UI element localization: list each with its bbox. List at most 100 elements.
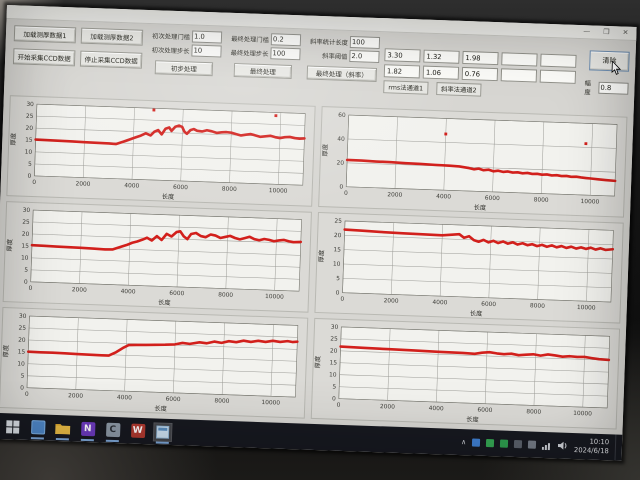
calculator-app-icon[interactable] xyxy=(29,419,47,437)
start-ccd-button[interactable]: 开始采集CCD数据 xyxy=(12,48,76,67)
svg-text:10000: 10000 xyxy=(577,305,596,312)
start-button[interactable] xyxy=(4,418,22,436)
svg-text:0: 0 xyxy=(25,392,29,398)
svg-text:2000: 2000 xyxy=(380,404,395,411)
tray-expand-icon[interactable]: ∧ xyxy=(460,437,467,446)
svg-text:0: 0 xyxy=(332,396,336,402)
chart-channel2-raw: 0 20 40 60 0 2000 4000 6000 8000 10000 长度 厚度 xyxy=(318,106,628,218)
final-step-label: 最终处理步长 xyxy=(230,49,269,58)
svg-text:长度: 长度 xyxy=(158,297,172,306)
tray-device-icon[interactable] xyxy=(527,440,537,449)
tray-green-app-icon[interactable] xyxy=(486,438,495,448)
slope-threshold-input[interactable] xyxy=(349,49,380,64)
tray-green-app2-icon[interactable] xyxy=(499,439,509,448)
svg-text:20: 20 xyxy=(25,126,33,132)
initial-process-button[interactable]: 初步处理 xyxy=(154,60,214,77)
clock-date: 2024/6/18 xyxy=(573,446,609,456)
stop-ccd-button[interactable]: 停止采集CCD数据 xyxy=(79,50,143,69)
windows-taskbar: N C W ∧ xyxy=(0,412,623,461)
restore-icon[interactable]: ❐ xyxy=(603,27,610,37)
tray-blue-app-icon[interactable] xyxy=(472,438,481,447)
svg-text:10000: 10000 xyxy=(265,294,284,301)
svg-text:长度: 长度 xyxy=(466,414,480,423)
svg-text:20: 20 xyxy=(336,160,344,166)
svg-text:10000: 10000 xyxy=(261,400,280,407)
svg-text:10: 10 xyxy=(21,256,29,262)
clear-button[interactable]: 清除 xyxy=(589,50,630,72)
measurement-app-taskbar-button[interactable] xyxy=(152,421,173,442)
final-threshold-input[interactable] xyxy=(270,33,302,47)
minimize-icon[interactable]: — xyxy=(583,27,591,36)
initial-threshold-input[interactable] xyxy=(191,30,223,44)
show-desktop-button[interactable] xyxy=(614,434,621,461)
readout-value: 0.76 xyxy=(461,66,499,82)
svg-text:15: 15 xyxy=(329,360,337,366)
final-process-group: 最终处理门槛 最终处理步长 最终处理 xyxy=(226,32,302,80)
svg-text:5: 5 xyxy=(21,374,25,380)
svg-text:0: 0 xyxy=(20,386,24,392)
svg-text:25: 25 xyxy=(22,220,30,226)
svg-text:8000: 8000 xyxy=(534,197,549,204)
chart-channel2-processed: 0 5 10 15 20 25 0 2000 4000 6000 8000 10000 长度 厚度 xyxy=(314,211,624,324)
svg-text:长度: 长度 xyxy=(470,308,484,317)
svg-text:10: 10 xyxy=(333,262,341,268)
readout-value: 1.32 xyxy=(423,49,460,64)
slope-process-group: 斜率统计长度 斜率阈值 最终处理（斜率） xyxy=(305,34,381,82)
svg-text:25: 25 xyxy=(26,114,34,120)
svg-text:0: 0 xyxy=(24,280,28,286)
c-app-icon[interactable]: C xyxy=(104,421,122,439)
slope-process-button[interactable]: 最终处理（斜率） xyxy=(306,65,378,82)
svg-text:20: 20 xyxy=(330,349,338,355)
chart-channel1-final: 0 5 10 15 20 25 30 0 2000 4000 6000 8000 10000 长度 厚度 xyxy=(0,307,309,419)
initial-threshold-label: 初次处理门槛 xyxy=(152,32,191,41)
taskbar-clock[interactable]: 10:10 2024/6/18 xyxy=(574,437,609,456)
svg-text:15: 15 xyxy=(333,247,341,253)
final-process-button[interactable]: 最终处理 xyxy=(233,62,293,79)
readout-value: 1.06 xyxy=(422,65,460,80)
n-app-icon[interactable]: N xyxy=(79,420,97,438)
svg-text:25: 25 xyxy=(18,326,26,332)
svg-text:厚度: 厚度 xyxy=(1,344,10,358)
svg-text:6000: 6000 xyxy=(166,397,181,404)
svg-text:6000: 6000 xyxy=(169,291,184,298)
initial-step-label: 初次处理步长 xyxy=(151,46,190,55)
charts-grid: 0 5 10 15 20 25 30 0 2000 4000 6000 8000 10000 长度 厚度 0… xyxy=(0,92,634,433)
load-data2-button[interactable]: 加载测厚数据2 xyxy=(80,27,144,46)
svg-text:0: 0 xyxy=(28,286,32,292)
close-icon[interactable]: ✕ xyxy=(622,28,629,37)
readout-value: 1.98 xyxy=(462,50,499,66)
amplitude-input[interactable] xyxy=(598,81,629,95)
svg-text:2000: 2000 xyxy=(75,181,90,188)
w-app-icon[interactable]: W xyxy=(129,422,147,440)
final-step-input[interactable] xyxy=(270,47,301,61)
svg-text:2000: 2000 xyxy=(387,192,402,199)
file-explorer-icon[interactable] xyxy=(54,419,72,437)
active-app-window-icon xyxy=(155,424,170,439)
svg-text:2000: 2000 xyxy=(68,393,83,400)
network-icon[interactable] xyxy=(541,440,552,450)
chart-channel1-processed: 0 5 10 15 20 25 30 0 2000 4000 6000 8000 10000 长度 厚度 xyxy=(2,201,312,313)
tray-folder-icon[interactable] xyxy=(513,439,523,449)
svg-text:6000: 6000 xyxy=(481,302,496,309)
svg-text:6000: 6000 xyxy=(477,408,492,415)
initial-step-input[interactable] xyxy=(191,44,222,58)
svg-text:厚度: 厚度 xyxy=(8,132,17,146)
svg-text:10: 10 xyxy=(17,361,25,367)
svg-text:8000: 8000 xyxy=(214,398,229,405)
slope-statlen-input[interactable] xyxy=(349,35,381,50)
svg-text:0: 0 xyxy=(339,185,343,191)
slope-channel2-label: 斜率法通道2 xyxy=(435,82,482,97)
svg-text:25: 25 xyxy=(330,337,338,343)
readout-value: 1.82 xyxy=(383,64,421,79)
result-readouts: 3.30 1.32 1.98 1.82 1.06 0.76 rms法通道1 斜率… xyxy=(383,48,577,100)
volume-icon[interactable] xyxy=(558,441,568,451)
rms-channel1-label: rms法通道1 xyxy=(383,80,429,95)
red-w-icon: W xyxy=(130,423,145,439)
svg-text:10000: 10000 xyxy=(269,188,288,195)
windows-logo-icon xyxy=(6,419,20,434)
svg-text:6000: 6000 xyxy=(173,185,188,192)
svg-text:2000: 2000 xyxy=(72,287,87,294)
load-data1-button[interactable]: 加载测厚数据1 xyxy=(13,25,77,44)
svg-text:2000: 2000 xyxy=(384,298,399,305)
